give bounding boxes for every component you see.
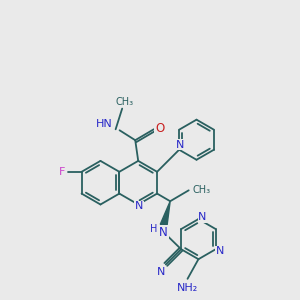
Text: H: H [150,224,158,234]
Text: CH₃: CH₃ [193,185,211,195]
Text: N: N [176,140,184,150]
Text: N: N [159,226,168,238]
Text: N: N [216,246,224,256]
Text: NH₂: NH₂ [177,283,198,293]
Text: N: N [157,267,165,278]
Text: N: N [135,202,143,212]
Text: O: O [155,122,164,135]
Text: F: F [58,167,65,177]
Text: HN: HN [96,119,113,129]
Text: N: N [198,212,207,222]
Polygon shape [160,201,170,226]
Text: CH₃: CH₃ [115,97,133,107]
